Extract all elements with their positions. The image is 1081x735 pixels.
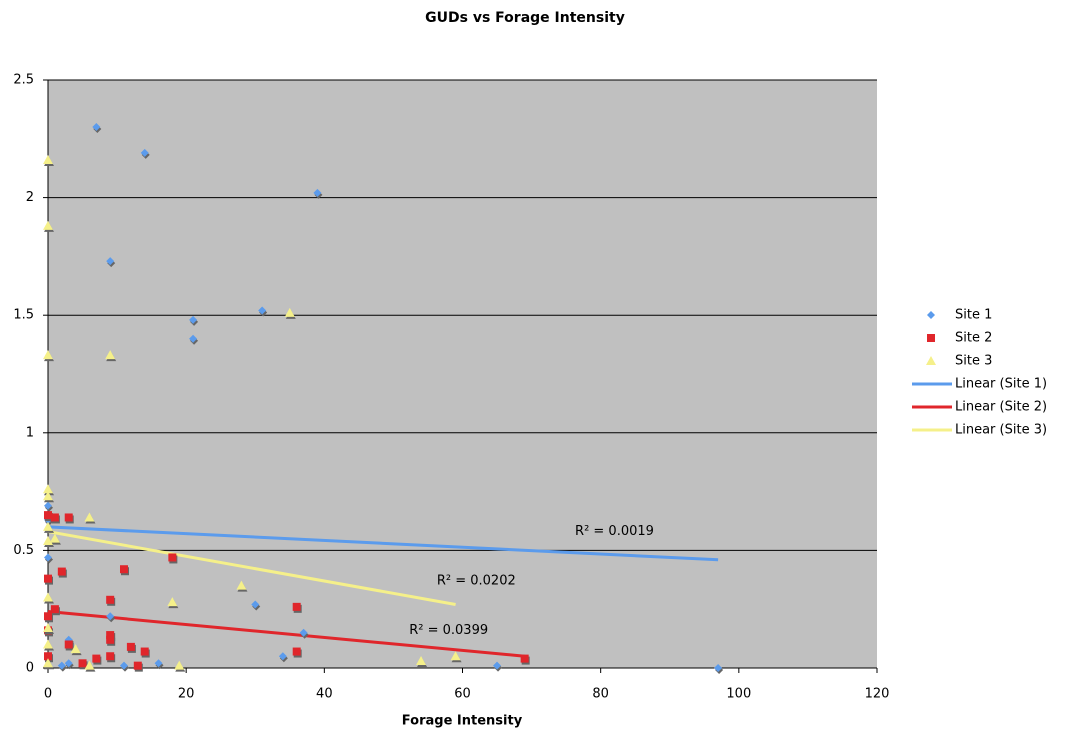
point [43, 491, 53, 501]
point [49, 533, 60, 543]
legend-label: Site 2 [955, 331, 992, 346]
point [92, 654, 101, 663]
point [43, 154, 53, 164]
point [43, 639, 53, 649]
point [70, 644, 81, 654]
point [284, 307, 295, 317]
point [43, 535, 53, 545]
point [106, 612, 115, 621]
point [50, 513, 59, 522]
legend-label: Site 1 [955, 308, 992, 323]
point [251, 600, 260, 609]
point [43, 350, 53, 360]
plot-area [48, 80, 877, 668]
point [119, 565, 128, 574]
point [105, 350, 116, 360]
legend-label: Linear (Site 1) [955, 377, 1047, 392]
point [57, 661, 66, 670]
point [140, 647, 149, 656]
point [44, 501, 52, 510]
point [714, 664, 723, 672]
point [43, 521, 53, 531]
point [126, 642, 135, 651]
point [106, 257, 115, 266]
point [43, 658, 53, 668]
point [167, 597, 178, 607]
point [416, 655, 427, 665]
point [133, 661, 142, 670]
point [299, 628, 308, 637]
point [493, 661, 502, 670]
point [278, 652, 287, 661]
x-tick-label: 40 [316, 687, 333, 702]
point [189, 334, 198, 343]
y-tick-label: 1 [26, 425, 34, 440]
point [43, 592, 53, 602]
point [43, 220, 53, 230]
y-tick-label: 0.5 [13, 543, 34, 558]
x-tick-label: 80 [592, 687, 609, 702]
point [140, 148, 149, 157]
point [154, 659, 163, 668]
point [44, 553, 52, 562]
point [44, 652, 52, 661]
point [44, 574, 52, 583]
point [450, 651, 461, 661]
x-tick-label: 100 [726, 687, 751, 702]
point [292, 647, 301, 656]
y-tick-label: 2 [26, 190, 34, 205]
point [84, 512, 95, 522]
point [64, 513, 73, 522]
x-tick-label: 0 [44, 687, 52, 702]
trendline [47, 525, 719, 562]
point [43, 623, 53, 633]
chart-title: GUDs vs Forage Intensity [425, 10, 625, 26]
point [236, 580, 247, 590]
point [258, 306, 267, 315]
legend-label: Linear (Site 2) [955, 400, 1047, 415]
trendline [47, 530, 456, 606]
x-tick-label: 60 [454, 687, 471, 702]
point [119, 661, 128, 670]
legend-label: Linear (Site 3) [955, 423, 1047, 438]
legend-label: Site 3 [955, 354, 992, 369]
point [43, 484, 53, 494]
point [84, 660, 95, 670]
point [520, 654, 529, 663]
point [106, 652, 115, 661]
y-tick-label: 0 [26, 661, 34, 676]
r-squared: R² = 0.0019 [575, 524, 654, 539]
point [189, 315, 198, 324]
point [92, 123, 101, 132]
point [174, 660, 185, 670]
y-tick-label: 2.5 [13, 73, 34, 88]
point [106, 635, 115, 644]
point [78, 659, 87, 668]
x-tick-label: 120 [865, 687, 890, 702]
point [44, 511, 52, 520]
legend-marker [926, 356, 936, 365]
point [292, 602, 301, 611]
point [64, 659, 73, 668]
legend-marker [927, 311, 935, 319]
point [57, 567, 66, 576]
trendline [47, 610, 525, 658]
y-tick-label: 1.5 [13, 308, 34, 323]
point [313, 188, 322, 197]
point [168, 553, 177, 562]
point [64, 640, 73, 649]
point [44, 612, 52, 621]
legend-marker [927, 334, 935, 342]
point [50, 605, 59, 614]
x-tick-label: 20 [178, 687, 195, 702]
r-squared: R² = 0.0202 [437, 573, 516, 588]
r-squared: R² = 0.0399 [409, 623, 488, 638]
point [106, 595, 115, 604]
x-axis-label: Forage Intensity [402, 714, 523, 729]
